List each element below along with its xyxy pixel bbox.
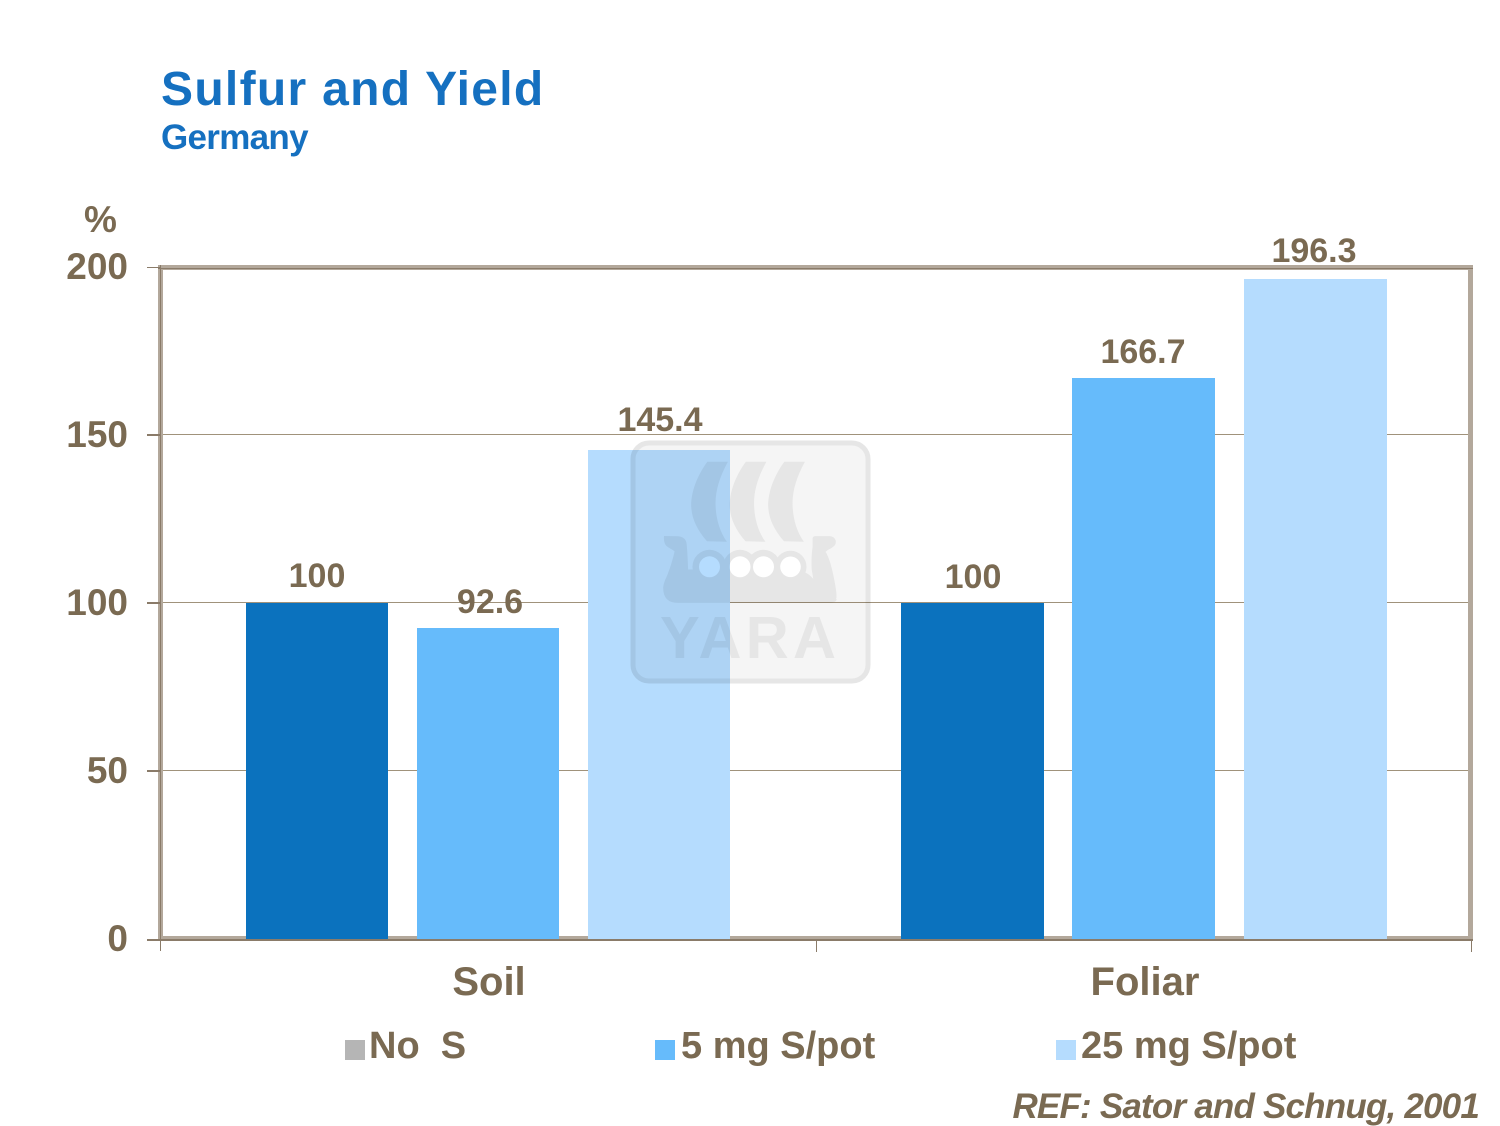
svg-text:YARA: YARA bbox=[660, 604, 840, 671]
